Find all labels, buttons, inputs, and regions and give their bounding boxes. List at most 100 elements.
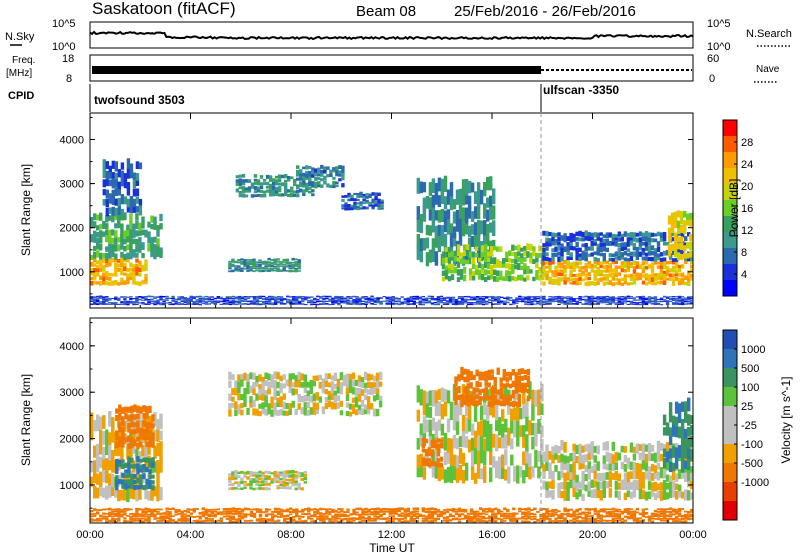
velocity-cell xyxy=(90,518,94,520)
velocity-xtick-label: 08:00 xyxy=(277,529,305,541)
power-cell xyxy=(457,297,462,299)
power-cell xyxy=(270,297,275,299)
velocity-cell xyxy=(355,517,359,520)
power-cell xyxy=(135,271,139,276)
velocity-cell xyxy=(279,508,284,511)
power-cell xyxy=(219,298,224,300)
power-cell xyxy=(335,181,339,185)
velocity-cell xyxy=(668,513,673,516)
velocity-cell xyxy=(647,472,652,481)
power-cell xyxy=(299,177,303,181)
power-cell xyxy=(419,238,424,252)
velocity-cell xyxy=(662,458,667,469)
velocity-cell xyxy=(150,511,154,514)
velocity-cell xyxy=(360,389,365,396)
velocity-cell xyxy=(90,412,94,430)
velocity-cell xyxy=(684,515,688,518)
velocity-cell xyxy=(684,401,688,415)
velocity-cell xyxy=(300,472,304,475)
velocity-cell xyxy=(159,516,163,520)
power-cell xyxy=(611,276,616,281)
velocity-cell xyxy=(517,379,522,387)
power-cell xyxy=(457,303,462,305)
power-cell xyxy=(141,221,145,229)
power-cell xyxy=(454,299,459,301)
velocity-cell xyxy=(472,515,477,518)
power-cell xyxy=(367,299,371,301)
velocity-cell xyxy=(397,510,401,513)
power-cell xyxy=(343,297,347,299)
velocity-cell xyxy=(434,462,439,479)
velocity-cell xyxy=(638,520,643,523)
velocity-cell xyxy=(424,451,429,457)
velocity-cell xyxy=(315,408,320,414)
velocity-cell xyxy=(142,428,146,435)
power-cell xyxy=(673,241,678,250)
power-cell xyxy=(690,255,693,262)
velocity-cell xyxy=(446,418,451,433)
velocity-cell xyxy=(313,514,317,518)
power-cell xyxy=(419,217,424,234)
power-cell xyxy=(129,196,134,206)
power-cell xyxy=(284,174,288,179)
power-cell xyxy=(676,210,681,218)
power-cell xyxy=(437,235,442,252)
velocity-cell xyxy=(569,514,573,518)
power-cell xyxy=(436,300,441,303)
velocity-cell xyxy=(638,444,643,451)
velocity-cell xyxy=(442,511,447,514)
power-cell xyxy=(430,303,435,305)
power-cell xyxy=(563,277,567,281)
power-cell xyxy=(132,275,136,281)
velocity-cell xyxy=(261,376,265,382)
power-cell xyxy=(635,276,640,281)
power-cell xyxy=(334,297,338,299)
power-cell xyxy=(415,297,420,300)
velocity-ytick-label: 3000 xyxy=(60,387,84,399)
power-cell xyxy=(403,298,408,301)
power-cell xyxy=(325,295,329,298)
power-cell xyxy=(126,303,130,306)
power-cell xyxy=(344,207,348,211)
velocity-cell xyxy=(677,487,682,498)
velocity-cell xyxy=(168,511,172,513)
power-cell xyxy=(93,258,97,263)
velocity-cell xyxy=(492,433,496,448)
power-cell xyxy=(355,300,359,303)
velocity-cell xyxy=(575,508,579,511)
velocity-cell xyxy=(554,517,558,520)
power-cell xyxy=(111,280,115,286)
power-cell xyxy=(317,173,321,177)
power-cell xyxy=(684,275,688,280)
velocity-xtick-label: 16:00 xyxy=(478,529,506,541)
power-cell xyxy=(114,258,118,263)
velocity-cell xyxy=(632,453,637,461)
velocity-cell xyxy=(566,510,570,513)
power-cell xyxy=(288,264,292,268)
power-cell xyxy=(352,295,356,298)
power-cell xyxy=(299,173,303,177)
power-cell xyxy=(231,269,235,273)
power-cell xyxy=(99,302,103,305)
velocity-cell xyxy=(148,405,152,413)
velocity-cell xyxy=(354,409,359,416)
power-cell xyxy=(377,201,381,204)
velocity-cell xyxy=(587,517,591,520)
power-cell xyxy=(611,236,616,242)
power-cell xyxy=(261,260,265,263)
power-cell xyxy=(590,232,594,238)
power-cell xyxy=(653,303,658,305)
velocity-cell xyxy=(522,425,526,437)
power-cell xyxy=(90,276,94,281)
power-cell xyxy=(270,298,275,301)
velocity-cell xyxy=(409,511,414,513)
velocity-cell xyxy=(511,392,516,399)
power-cell xyxy=(487,257,491,262)
power-cell xyxy=(626,248,631,253)
power-cell xyxy=(684,260,688,264)
power-cell xyxy=(605,232,610,238)
power-cell xyxy=(243,299,248,301)
power-cell xyxy=(108,215,112,221)
velocity-cell xyxy=(243,387,247,396)
power-cell xyxy=(505,257,509,263)
